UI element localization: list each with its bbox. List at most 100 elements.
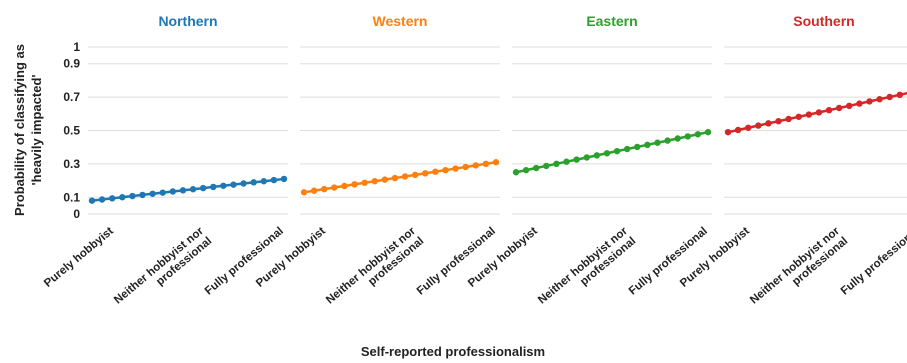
data-point bbox=[694, 131, 702, 138]
data-point bbox=[189, 186, 197, 193]
data-point bbox=[745, 124, 752, 131]
x-tick-label: Purely hobbyist bbox=[678, 225, 752, 290]
data-point bbox=[119, 194, 126, 201]
data-point bbox=[886, 93, 893, 101]
data-point bbox=[230, 181, 237, 188]
data-point bbox=[472, 162, 479, 169]
data-point bbox=[280, 175, 288, 183]
x-tick-label: Fully professional bbox=[203, 225, 286, 297]
panel-title: Northern bbox=[158, 13, 217, 29]
data-point bbox=[321, 185, 328, 193]
panel-title: Western bbox=[373, 13, 428, 29]
data-point bbox=[835, 104, 843, 112]
data-point bbox=[593, 152, 601, 159]
y-axis-title-line-2: 'heavily impacted' bbox=[29, 75, 44, 186]
data-point bbox=[825, 106, 833, 114]
data-point bbox=[603, 150, 611, 157]
data-point bbox=[250, 179, 257, 186]
data-point bbox=[684, 133, 691, 140]
x-tick-label: Fully professional bbox=[415, 225, 498, 297]
x-tick-label: Purely hobbyist bbox=[254, 225, 328, 290]
x-tick-label: Neither hobbyist norprofessional bbox=[748, 225, 851, 317]
x-axis-title: Self-reported professionalism bbox=[361, 344, 545, 359]
data-point bbox=[391, 174, 399, 182]
data-point bbox=[583, 154, 590, 161]
data-point bbox=[109, 195, 116, 202]
x-tick-label: Purely hobbyist bbox=[466, 225, 540, 290]
data-point bbox=[98, 196, 106, 203]
x-tick-label: Neither hobbyist norprofessional bbox=[112, 225, 215, 317]
data-point bbox=[856, 100, 863, 107]
data-point bbox=[846, 102, 853, 110]
data-point bbox=[422, 170, 429, 177]
data-point bbox=[220, 182, 227, 189]
data-point bbox=[734, 126, 742, 134]
data-point bbox=[462, 163, 469, 171]
data-point bbox=[199, 184, 207, 192]
y-tick-label: 0.5 bbox=[63, 124, 80, 138]
data-point bbox=[159, 189, 166, 196]
y-tick-label: 0.3 bbox=[63, 157, 80, 171]
data-point bbox=[341, 182, 348, 190]
data-point bbox=[351, 181, 358, 188]
data-point bbox=[300, 189, 308, 196]
data-point bbox=[139, 191, 146, 199]
data-point bbox=[664, 137, 671, 144]
data-point bbox=[270, 176, 278, 184]
data-point bbox=[432, 168, 439, 175]
data-point bbox=[260, 178, 267, 185]
data-point bbox=[785, 115, 792, 123]
data-point bbox=[876, 96, 883, 103]
data-point bbox=[866, 98, 873, 105]
data-point bbox=[654, 139, 661, 146]
data-point bbox=[381, 176, 389, 183]
data-point bbox=[522, 166, 530, 174]
data-point bbox=[512, 169, 520, 176]
data-point bbox=[310, 187, 318, 194]
data-point bbox=[613, 147, 621, 155]
data-point bbox=[492, 159, 500, 166]
y-tick-label: 1 bbox=[73, 40, 80, 54]
x-tick-label: Fully professional bbox=[839, 225, 907, 297]
data-point bbox=[724, 128, 732, 136]
y-tick-label: 0.9 bbox=[63, 57, 80, 71]
data-point bbox=[623, 145, 631, 153]
data-point bbox=[533, 164, 540, 172]
data-point bbox=[563, 158, 570, 165]
y-axis-ticks: 0 0.1 0.3 0.5 0.7 0.9 1 bbox=[63, 40, 80, 221]
data-point bbox=[371, 178, 378, 185]
data-point bbox=[401, 173, 409, 180]
data-point bbox=[896, 91, 903, 99]
x-tick-label: Neither hobbyist norprofessional bbox=[536, 225, 639, 317]
data-point bbox=[169, 188, 177, 195]
data-point bbox=[644, 141, 651, 149]
data-point bbox=[634, 143, 641, 151]
data-point bbox=[129, 192, 136, 200]
data-point bbox=[775, 117, 782, 125]
data-point bbox=[88, 197, 96, 204]
data-point bbox=[674, 135, 681, 142]
panel-title: Southern bbox=[793, 13, 854, 29]
data-point bbox=[553, 160, 560, 168]
data-point bbox=[815, 109, 823, 116]
y-tick-label: 0.1 bbox=[63, 190, 80, 204]
data-point bbox=[805, 111, 813, 118]
data-point bbox=[452, 165, 459, 172]
data-point bbox=[704, 128, 712, 136]
data-point bbox=[210, 183, 217, 191]
panel-title: Eastern bbox=[586, 13, 637, 29]
data-point bbox=[765, 120, 772, 127]
y-axis-title: Probability of classifying as 'heavily i… bbox=[12, 44, 44, 216]
y-tick-label: 0 bbox=[73, 207, 80, 221]
data-point bbox=[331, 184, 338, 191]
data-point bbox=[482, 160, 490, 168]
data-point bbox=[543, 162, 550, 170]
y-axis-title-line-1: Probability of classifying as bbox=[12, 44, 27, 216]
data-point bbox=[755, 122, 762, 129]
data-point bbox=[179, 187, 187, 194]
